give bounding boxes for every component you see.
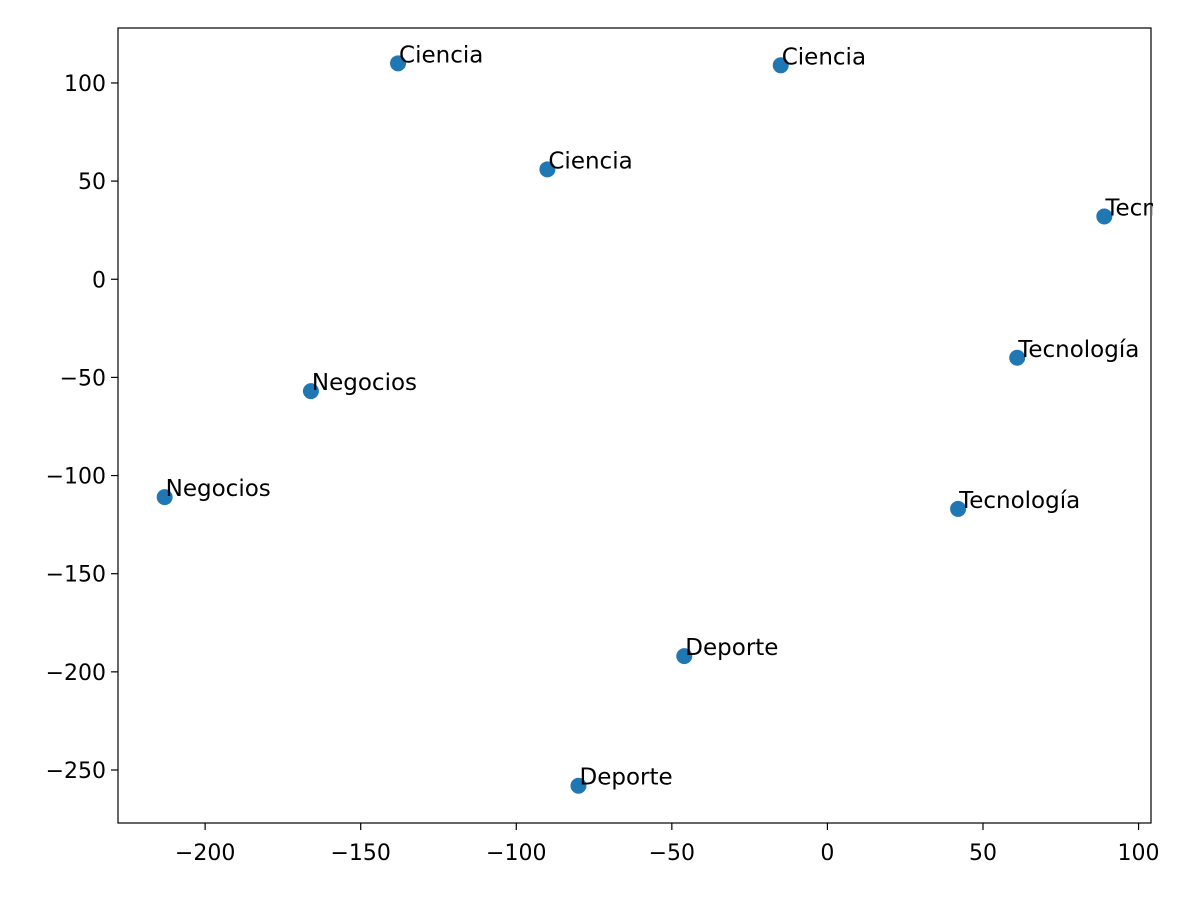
y-tick-label: −50	[60, 366, 106, 391]
point-label: Ciencia	[782, 44, 866, 70]
point-label: Negocios	[312, 370, 417, 396]
x-tick-label: 100	[1118, 841, 1160, 866]
x-tick-label: −100	[486, 841, 546, 866]
point-label: Deporte	[685, 635, 778, 661]
scatter-point	[676, 648, 693, 665]
point-label: Ciencia	[399, 42, 483, 68]
data-points	[156, 55, 1113, 794]
scatter-point	[570, 777, 587, 794]
y-tick-label: −150	[46, 563, 106, 588]
y-tick-label: −200	[46, 661, 106, 686]
x-tick-label: −150	[330, 841, 390, 866]
scatter-point	[302, 383, 319, 400]
x-tick-label: −200	[175, 841, 235, 866]
point-label: Negocios	[166, 476, 271, 502]
y-tick-label: −100	[46, 465, 106, 490]
plot-area	[118, 28, 1151, 823]
scatter-point	[1096, 208, 1113, 225]
scatter-point	[772, 57, 789, 74]
point-label: Tecnología	[1104, 195, 1195, 221]
scatter-point	[950, 500, 967, 517]
point-label: Ciencia	[548, 148, 632, 174]
x-tick-label: 50	[969, 841, 997, 866]
y-tick-label: 50	[78, 170, 106, 195]
x-tick-label: 0	[820, 841, 834, 866]
scatter-point	[156, 489, 173, 506]
y-axis: 100 50 0 −50 −100 −150 −200 −250	[46, 72, 118, 784]
plot-frame	[117, 27, 1152, 824]
y-tick-label: 0	[92, 268, 106, 293]
scatter-point	[1009, 349, 1026, 366]
x-tick-label: −50	[649, 841, 695, 866]
scatter-point	[390, 55, 407, 72]
y-tick-label: 100	[64, 72, 106, 97]
point-label: Tecnología	[958, 488, 1080, 514]
point-label: Deporte	[579, 765, 672, 791]
point-labels: Ciencia Ciencia Ciencia Tecnología Tecnologí…	[166, 42, 1195, 791]
point-label: Tecnología	[1017, 337, 1139, 363]
y-tick-label: −250	[46, 759, 106, 784]
scatter-point	[539, 161, 556, 178]
x-axis: −200 −150 −100 −50 0 50 100	[175, 823, 1160, 866]
